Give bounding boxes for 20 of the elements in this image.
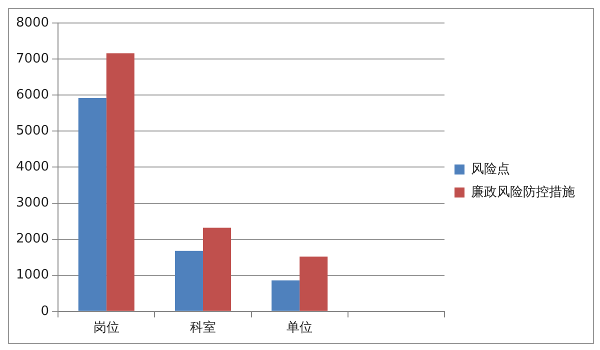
bar <box>272 280 300 311</box>
legend-label: 廉政风险防控措施 <box>471 184 575 200</box>
bar <box>300 256 328 311</box>
bar <box>202 228 232 311</box>
y-tick-label: 3000 <box>16 196 50 211</box>
x-tick-label: 科室 <box>190 320 216 336</box>
bar <box>174 250 203 311</box>
y-tick-label: 7000 <box>16 51 50 66</box>
x-tick-label: 单位 <box>286 320 313 336</box>
bar <box>106 53 134 311</box>
legend-label: 风险点 <box>471 162 510 177</box>
x-tick-label: 岗位 <box>93 320 120 336</box>
y-tick-label: 8000 <box>16 15 50 30</box>
y-tick-label: 0 <box>40 304 50 319</box>
bar <box>78 98 106 311</box>
y-tick-label: 2000 <box>16 232 50 247</box>
y-tick-label: 5000 <box>16 124 50 139</box>
y-tick-label: 4000 <box>16 160 50 175</box>
y-tick-label: 6000 <box>16 87 50 102</box>
y-tick-label: 1000 <box>16 268 50 283</box>
